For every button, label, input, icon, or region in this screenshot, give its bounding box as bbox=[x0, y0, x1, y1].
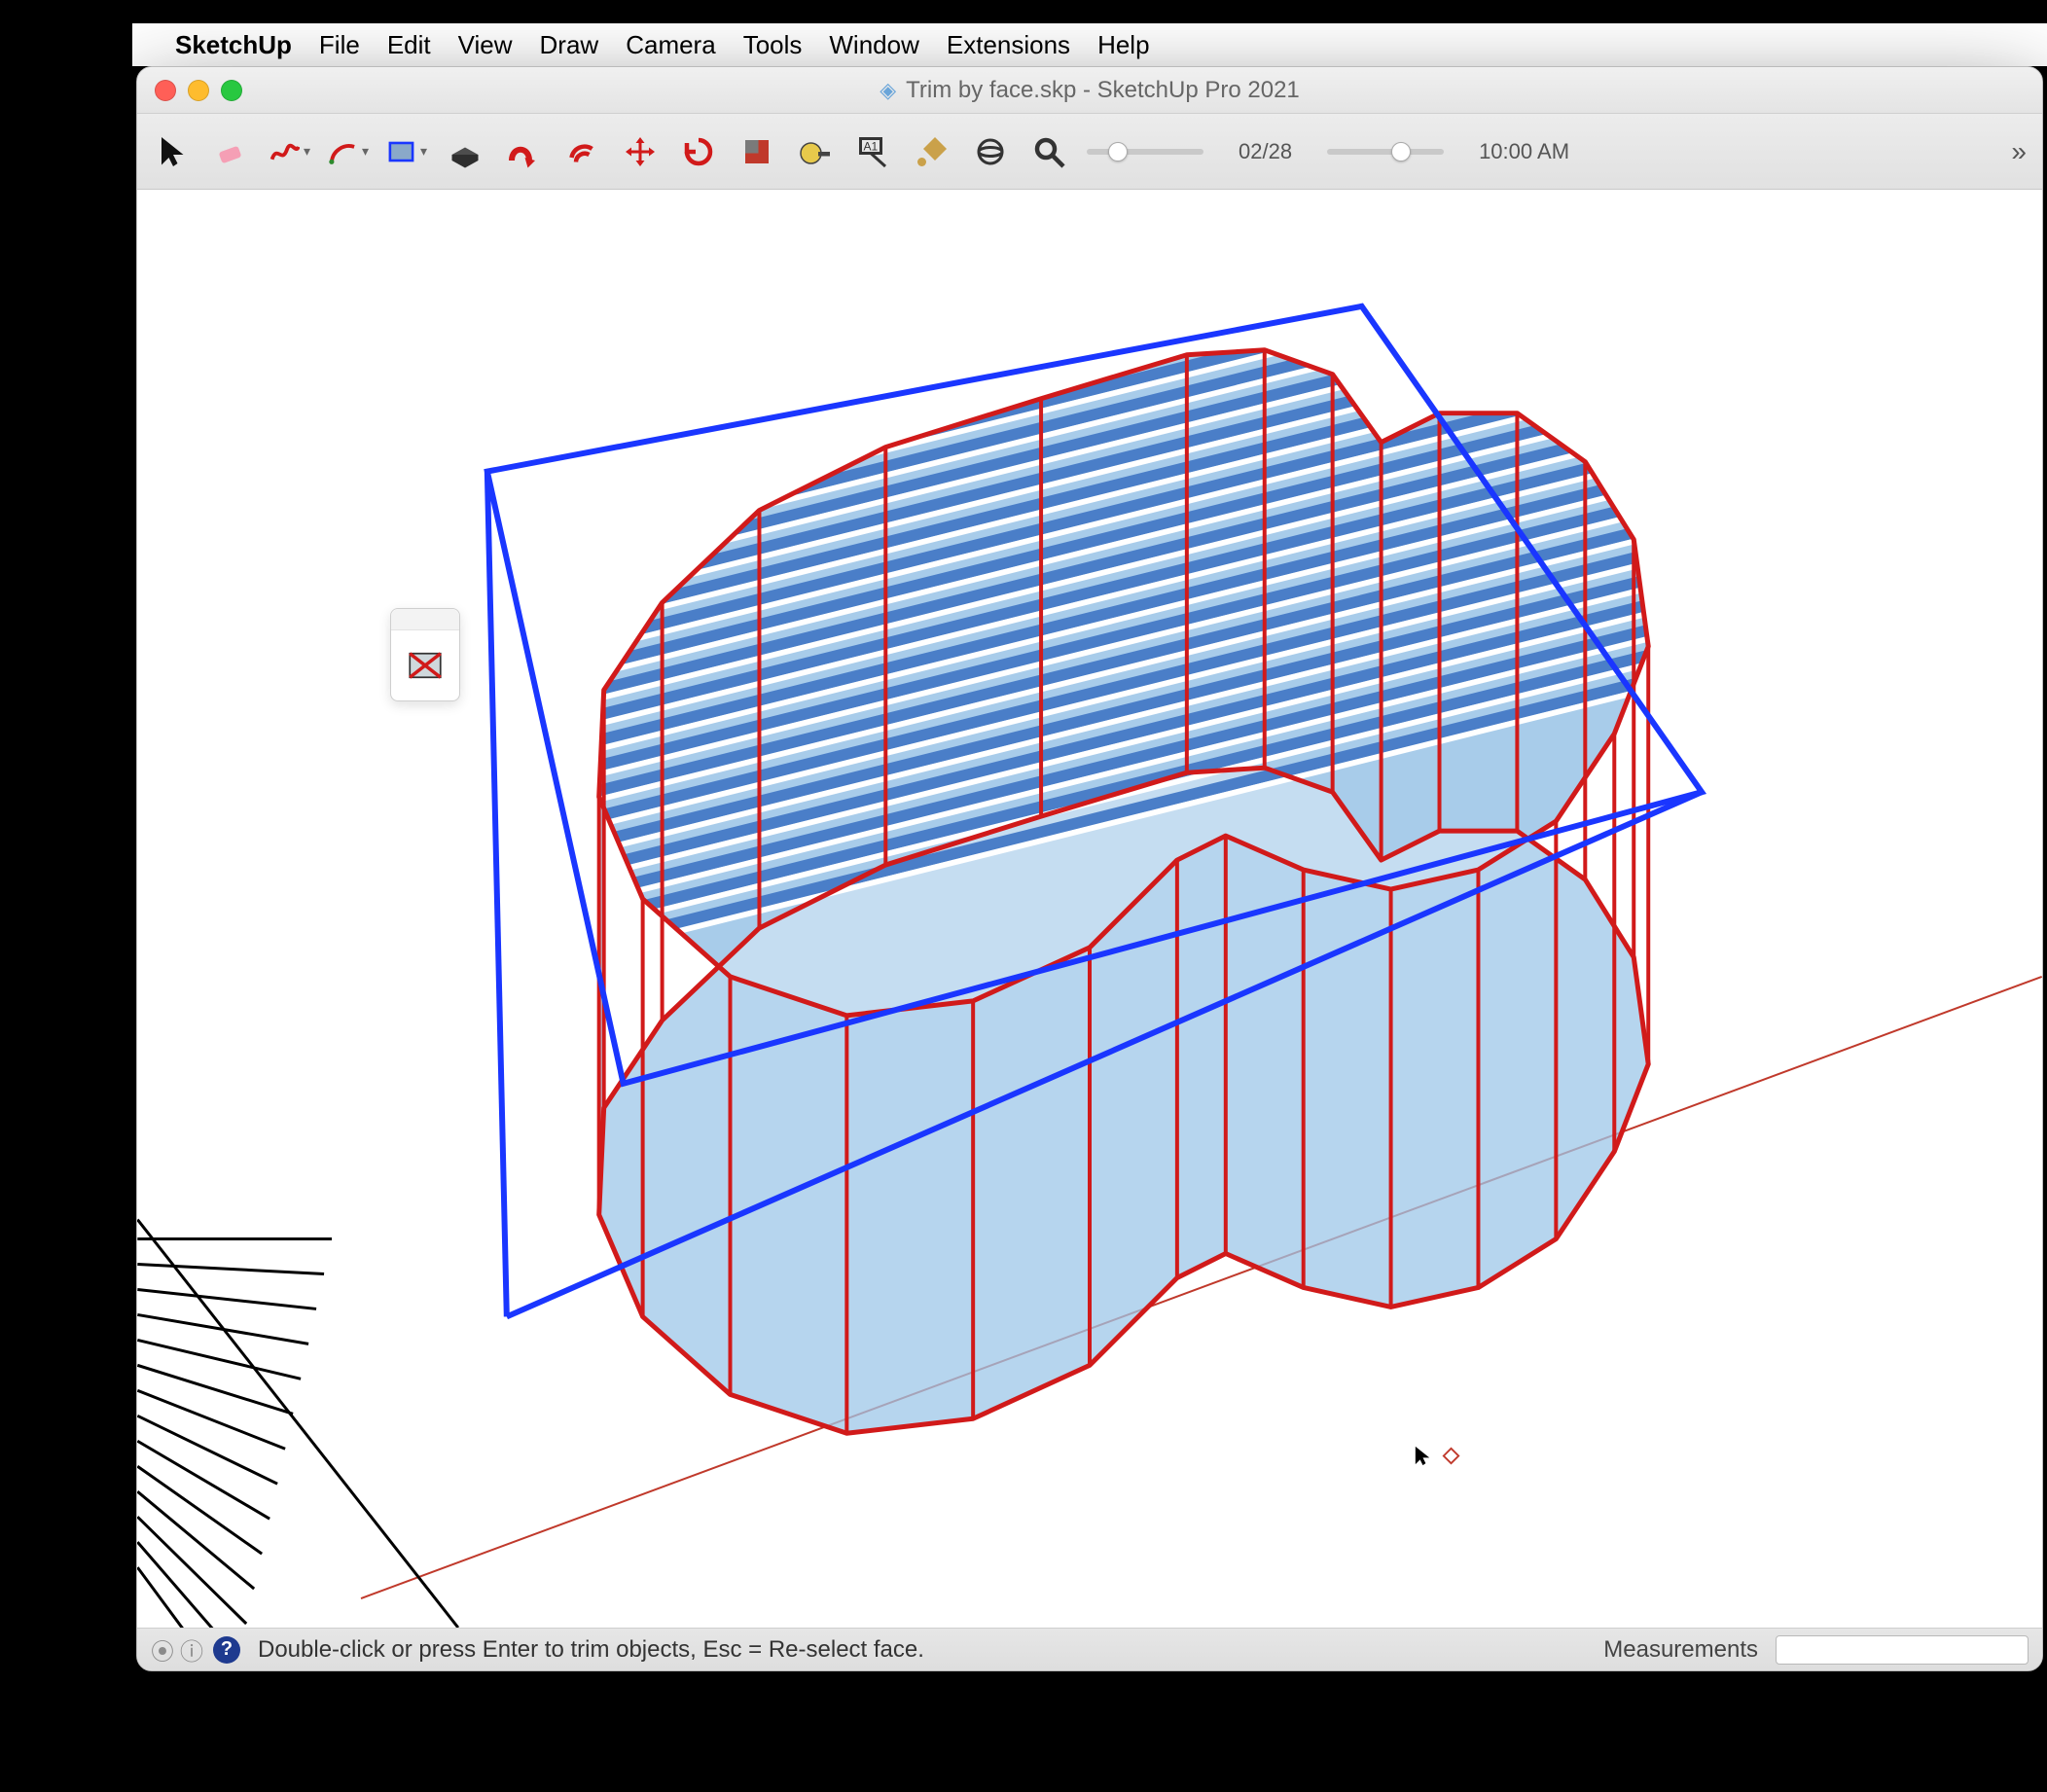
menubar-extensions[interactable]: Extensions bbox=[947, 30, 1070, 60]
menubar-file[interactable]: File bbox=[319, 30, 360, 60]
window-title: ◈ Trim by face.skp - SketchUp Pro 2021 bbox=[880, 77, 1300, 104]
menubar-tools[interactable]: Tools bbox=[743, 30, 803, 60]
statusbar-icons-left: ⦿ ⓘ bbox=[151, 1632, 203, 1667]
close-window-button[interactable] bbox=[155, 80, 176, 101]
shadow-time-slider[interactable] bbox=[1327, 149, 1444, 155]
shadow-time-label: 10:00 AM bbox=[1479, 139, 1569, 164]
trim-by-face-icon[interactable] bbox=[391, 630, 459, 700]
scale-tool-icon[interactable] bbox=[736, 131, 777, 172]
freehand-tool-icon[interactable] bbox=[269, 131, 310, 172]
shadow-date-slider[interactable] bbox=[1087, 149, 1203, 155]
statusbar-message: Double-click or press Enter to trim obje… bbox=[258, 1636, 924, 1664]
select-tool-icon[interactable] bbox=[153, 131, 194, 172]
tool-cursor-icon bbox=[1412, 1445, 1462, 1467]
app-window: ◈ Trim by face.skp - SketchUp Pro 2021 bbox=[136, 66, 2043, 1671]
geo-icon[interactable]: ⦿ bbox=[151, 1632, 174, 1667]
measurements-input[interactable] bbox=[1776, 1635, 2029, 1665]
menubar-draw[interactable]: Draw bbox=[540, 30, 599, 60]
toolbar-overflow-icon[interactable]: » bbox=[2011, 136, 2027, 167]
text-tool-icon[interactable]: A1 bbox=[853, 131, 894, 172]
menubar-help[interactable]: Help bbox=[1097, 30, 1149, 60]
floating-tool-palette[interactable] bbox=[390, 608, 460, 701]
menubar-camera[interactable]: Camera bbox=[626, 30, 715, 60]
toolbar: A1 02/28 10:00 AM » bbox=[137, 114, 2042, 190]
rotate-tool-icon[interactable] bbox=[678, 131, 719, 172]
move-tool-icon[interactable] bbox=[620, 131, 661, 172]
menubar-window[interactable]: Window bbox=[829, 30, 918, 60]
credits-icon[interactable]: ⓘ bbox=[180, 1632, 203, 1667]
model-viewport[interactable] bbox=[137, 190, 2042, 1628]
zoom-window-button[interactable] bbox=[221, 80, 242, 101]
paint-bucket-tool-icon[interactable] bbox=[912, 131, 952, 172]
shadow-date-label: 02/28 bbox=[1239, 139, 1292, 164]
offset-tool-icon[interactable] bbox=[561, 131, 602, 172]
eraser-tool-icon[interactable] bbox=[211, 131, 252, 172]
pushpull-tool-icon[interactable] bbox=[445, 131, 485, 172]
menubar-edit[interactable]: Edit bbox=[387, 30, 431, 60]
palette-titlebar[interactable] bbox=[391, 609, 459, 630]
mac-menubar: SketchUp File Edit View Draw Camera Tool… bbox=[132, 23, 2047, 66]
minimize-window-button[interactable] bbox=[188, 80, 209, 101]
window-controls bbox=[155, 80, 242, 101]
tape-measure-tool-icon[interactable] bbox=[795, 131, 836, 172]
document-icon: ◈ bbox=[880, 78, 896, 103]
followme-tool-icon[interactable] bbox=[503, 131, 544, 172]
orbit-tool-icon[interactable] bbox=[970, 131, 1011, 172]
titlebar: ◈ Trim by face.skp - SketchUp Pro 2021 bbox=[137, 67, 2042, 114]
zoom-tool-icon[interactable] bbox=[1028, 131, 1069, 172]
menubar-view[interactable]: View bbox=[458, 30, 513, 60]
svg-text:A1: A1 bbox=[864, 139, 879, 153]
measurements-label: Measurements bbox=[1603, 1636, 1758, 1664]
window-title-text: Trim by face.skp - SketchUp Pro 2021 bbox=[906, 77, 1300, 104]
scene-svg bbox=[137, 190, 2042, 1628]
rectangle-tool-icon[interactable] bbox=[386, 131, 427, 172]
help-icon[interactable]: ? bbox=[213, 1636, 240, 1664]
arc-tool-icon[interactable] bbox=[328, 131, 369, 172]
statusbar: ⦿ ⓘ ? Double-click or press Enter to tri… bbox=[137, 1628, 2042, 1670]
menubar-app-name[interactable]: SketchUp bbox=[175, 30, 292, 60]
